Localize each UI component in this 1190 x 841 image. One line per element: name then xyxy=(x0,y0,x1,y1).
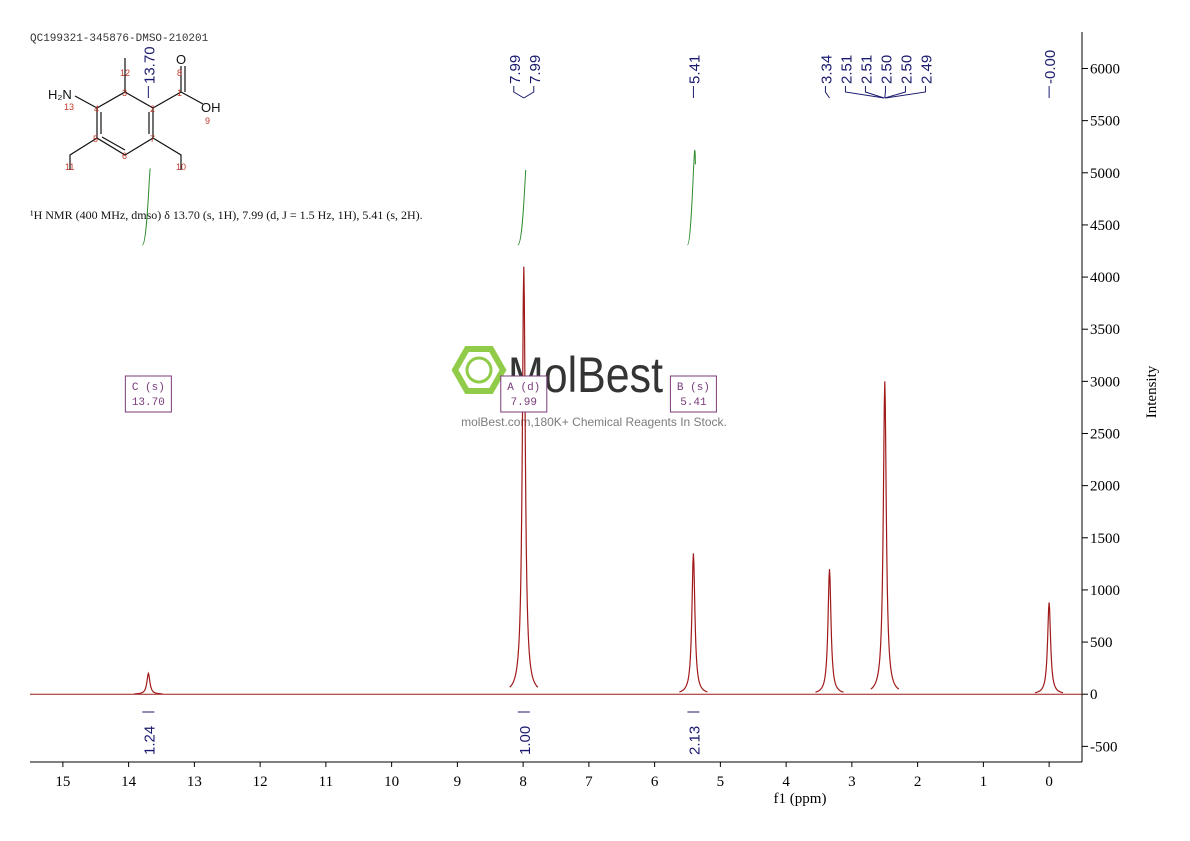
peak-label: 2.51 xyxy=(858,55,875,84)
y-tick-label: 1000 xyxy=(1090,583,1120,599)
peak-label: 2.51 xyxy=(838,55,855,84)
sample-id: QC199321-345876-DMSO-210201 xyxy=(30,33,209,45)
peak xyxy=(870,381,900,690)
multiplet-shift: 7.99 xyxy=(511,397,537,409)
y-tick-label: 0 xyxy=(1090,687,1098,703)
structure xyxy=(69,58,204,170)
logo xyxy=(465,356,493,384)
multiplet-name: C (s) xyxy=(132,382,165,394)
y-tick-label: 1500 xyxy=(1090,531,1120,547)
atom: 2 xyxy=(150,104,155,114)
y-tick-label: 3000 xyxy=(1090,374,1120,390)
x-tick-label: 3 xyxy=(848,774,856,790)
x-tick-label: 0 xyxy=(1045,774,1053,790)
atom: 1 xyxy=(177,88,182,98)
peak-label: 2.50 xyxy=(878,55,895,84)
multiplet-box xyxy=(500,375,548,413)
atom: H₂N xyxy=(48,87,72,102)
integral-label: 2.13 xyxy=(686,726,703,755)
atom: 13 xyxy=(64,102,74,112)
x-tick-label: 2 xyxy=(914,774,922,790)
peak-pointer xyxy=(844,86,885,99)
y-tick-label: 4500 xyxy=(1090,218,1120,234)
peak-pointer xyxy=(884,86,906,99)
bonds xyxy=(69,58,204,170)
y-tick-label: 2000 xyxy=(1090,479,1120,495)
peak-pointer xyxy=(884,86,886,99)
peak-pointer xyxy=(513,86,525,99)
tagline: molBest.com,180K+ Chemical Reagents In S… xyxy=(461,415,727,429)
x-tick-label: 14 xyxy=(121,774,137,790)
atom: 11 xyxy=(65,162,74,172)
peak-label: 5.41 xyxy=(686,55,703,84)
x-tick-label: 12 xyxy=(253,774,268,790)
peak-label: 2.50 xyxy=(898,55,915,84)
multiplet-shift: 13.70 xyxy=(132,397,165,409)
multiplet-name: A (d) xyxy=(507,382,540,394)
x-tick-label: 9 xyxy=(454,774,462,790)
peak-label: 3.34 xyxy=(818,55,835,84)
integral-label: 1.00 xyxy=(517,726,534,755)
peak-label: 7.99 xyxy=(507,55,524,84)
peak-label: 7.99 xyxy=(527,55,544,84)
y-tick-label: 5000 xyxy=(1090,166,1120,182)
integral-curve xyxy=(517,169,527,246)
x-tick-label: 4 xyxy=(782,774,790,790)
atom: 5 xyxy=(93,134,98,144)
y-tick-label: 2500 xyxy=(1090,427,1120,443)
x-tick-label: 7 xyxy=(585,774,593,790)
logo xyxy=(451,346,507,394)
multiplet-box xyxy=(124,375,172,413)
y-tick-label: 500 xyxy=(1090,635,1113,651)
peak xyxy=(815,569,844,693)
x-tick-label: 1 xyxy=(980,774,988,790)
y-tick-label: 3500 xyxy=(1090,322,1120,338)
atom: 7 xyxy=(150,134,155,144)
peak-pointer xyxy=(523,86,535,99)
atom: 8 xyxy=(177,68,182,78)
peak-pointer xyxy=(864,86,885,99)
description: ¹H NMR (400 MHz, dmso) δ 13.70 (s, 1H), … xyxy=(30,208,423,222)
atom: 10 xyxy=(176,162,186,172)
y-tick-label: -500 xyxy=(1090,739,1118,755)
multiplet-name: B (s) xyxy=(677,382,710,394)
peak-pointer xyxy=(885,86,926,99)
y-tick-label: 5500 xyxy=(1090,114,1120,130)
x-tick-label: 8 xyxy=(519,774,527,790)
x-axis-label: f1 (ppm) xyxy=(774,791,827,807)
atom: 9 xyxy=(205,116,210,126)
atom: 4 xyxy=(94,104,99,114)
integral-curve xyxy=(686,150,696,246)
atom: O xyxy=(176,52,186,67)
x-tick-label: 6 xyxy=(651,774,659,790)
x-tick-label: 5 xyxy=(717,774,725,790)
peak-label: 2.49 xyxy=(918,55,935,84)
peak-pointer xyxy=(824,86,830,99)
atom: 3 xyxy=(122,88,127,98)
peak xyxy=(679,553,708,693)
atom: 12 xyxy=(120,68,130,78)
multiplet-box xyxy=(669,375,717,413)
integral-label: 1.24 xyxy=(141,726,158,755)
peak-label: -0.00 xyxy=(1042,50,1059,84)
atom: 6 xyxy=(122,151,127,161)
x-tick-label: 10 xyxy=(384,774,399,790)
ring xyxy=(96,91,154,156)
multiplet-shift: 5.41 xyxy=(680,397,707,409)
peak-label: 13.70 xyxy=(141,46,158,84)
peak xyxy=(1034,602,1064,694)
integral-curve xyxy=(141,168,151,246)
x-tick-label: 13 xyxy=(187,774,202,790)
y-tick-label: 6000 xyxy=(1090,62,1120,78)
peak xyxy=(509,266,539,688)
peak xyxy=(134,671,163,695)
ring-double xyxy=(100,112,150,151)
atom: OH xyxy=(201,100,221,115)
x-tick-label: 11 xyxy=(319,774,333,790)
y-tick-label: 4000 xyxy=(1090,270,1120,286)
y-axis-label: Intensity xyxy=(1144,365,1160,418)
x-tick-label: 15 xyxy=(55,774,70,790)
